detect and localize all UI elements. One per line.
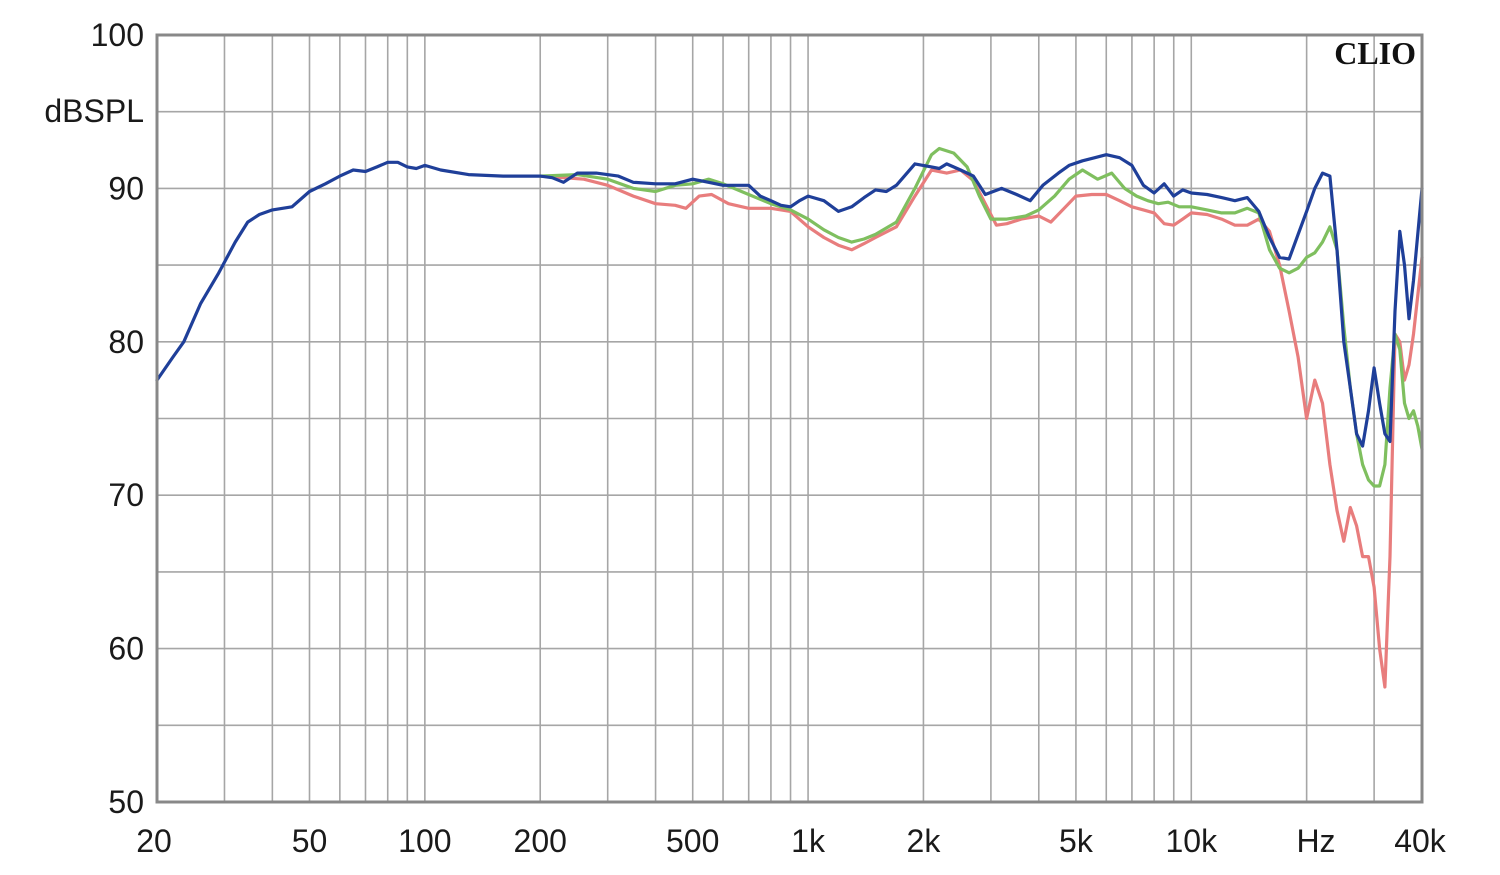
x-tick-label: 20 bbox=[136, 823, 172, 859]
x-tick-label: 2k bbox=[907, 823, 942, 859]
y-tick-label: 50 bbox=[108, 784, 144, 820]
x-tick-label: 10k bbox=[1165, 823, 1218, 859]
response-curve-2 bbox=[538, 146, 1424, 488]
y-tick-label: 70 bbox=[108, 477, 144, 513]
y-axis-unit-label: dBSPL bbox=[44, 93, 144, 129]
x-tick-label: 50 bbox=[292, 823, 328, 859]
plot-frame bbox=[155, 33, 1424, 804]
x-tick-label: 5k bbox=[1059, 823, 1094, 859]
series-layer bbox=[155, 146, 1424, 689]
y-tick-label: 60 bbox=[108, 631, 144, 667]
x-tick-label: 500 bbox=[666, 823, 719, 859]
response-curve-1 bbox=[538, 168, 1424, 689]
y-tick-label: 100 bbox=[91, 17, 144, 53]
grid-layer bbox=[156, 34, 1423, 803]
y-tick-label: 80 bbox=[108, 324, 144, 360]
x-tick-label: 40k bbox=[1394, 823, 1447, 859]
response-curve-3 bbox=[155, 153, 1424, 448]
y-tick-label: 90 bbox=[108, 170, 144, 206]
x-axis-unit-label: Hz bbox=[1296, 823, 1335, 859]
x-tick-label: 200 bbox=[514, 823, 567, 859]
clio-brand-label: CLIO bbox=[1334, 35, 1416, 71]
x-tick-label: 1k bbox=[791, 823, 826, 859]
x-tick-label: 100 bbox=[398, 823, 451, 859]
